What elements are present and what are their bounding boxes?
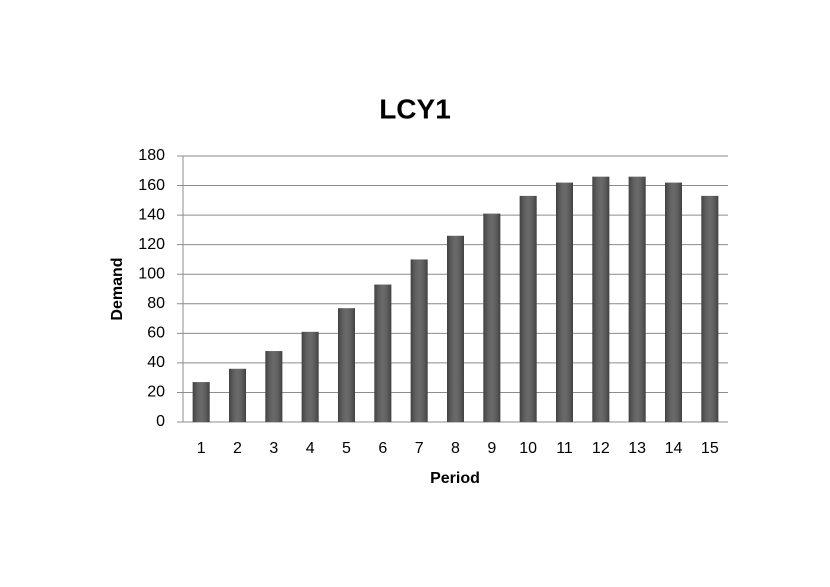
y-tick-label: 0 xyxy=(156,413,165,430)
x-tick-label: 9 xyxy=(487,440,496,457)
bar-shade xyxy=(338,308,355,422)
bar-shade xyxy=(447,235,464,422)
y-tick-label: 20 xyxy=(147,384,165,401)
x-tick-label: 11 xyxy=(556,440,573,457)
y-tick-label: 60 xyxy=(147,325,165,342)
x-tick-label: 6 xyxy=(378,440,387,457)
bar-shade xyxy=(410,259,428,422)
y-tick-label: 80 xyxy=(147,295,165,312)
y-tick-label: 160 xyxy=(138,177,165,194)
bar-shade xyxy=(301,331,319,422)
x-tick-label: 1 xyxy=(197,440,206,457)
y-axis-label: Demand xyxy=(109,257,126,320)
x-tick-label: 7 xyxy=(415,440,424,457)
y-tick-label: 140 xyxy=(138,206,165,223)
x-tick-label: 14 xyxy=(665,440,683,457)
x-tick-label: 2 xyxy=(233,440,242,457)
x-tick-label: 4 xyxy=(306,440,315,457)
bar-shade xyxy=(628,176,646,422)
bar-shade xyxy=(665,182,682,422)
bar-shade xyxy=(483,213,501,422)
bar-shade xyxy=(229,368,246,422)
x-tick-label: 12 xyxy=(592,440,610,457)
x-tick-label: 15 xyxy=(701,440,719,457)
y-tick-label: 180 xyxy=(138,147,165,164)
bar-shade xyxy=(374,284,392,422)
x-tick-label: 8 xyxy=(451,440,460,457)
x-tick-label: 13 xyxy=(628,440,646,457)
y-tick-label: 120 xyxy=(138,236,165,253)
y-tick-label: 40 xyxy=(147,354,165,371)
y-tick-label: 100 xyxy=(138,265,165,282)
x-tick-label: 3 xyxy=(269,440,278,457)
chart-title: LCY1 xyxy=(379,93,451,124)
bar-shade xyxy=(701,195,719,422)
bar-shade xyxy=(265,351,283,422)
bar-shade xyxy=(192,382,210,422)
bar-shade xyxy=(592,176,610,422)
x-tick-label: 10 xyxy=(519,440,537,457)
bar-shade xyxy=(519,195,537,422)
x-tick-label: 5 xyxy=(342,440,351,457)
bar-shade xyxy=(556,182,573,422)
x-axis-label: Period xyxy=(430,470,480,487)
